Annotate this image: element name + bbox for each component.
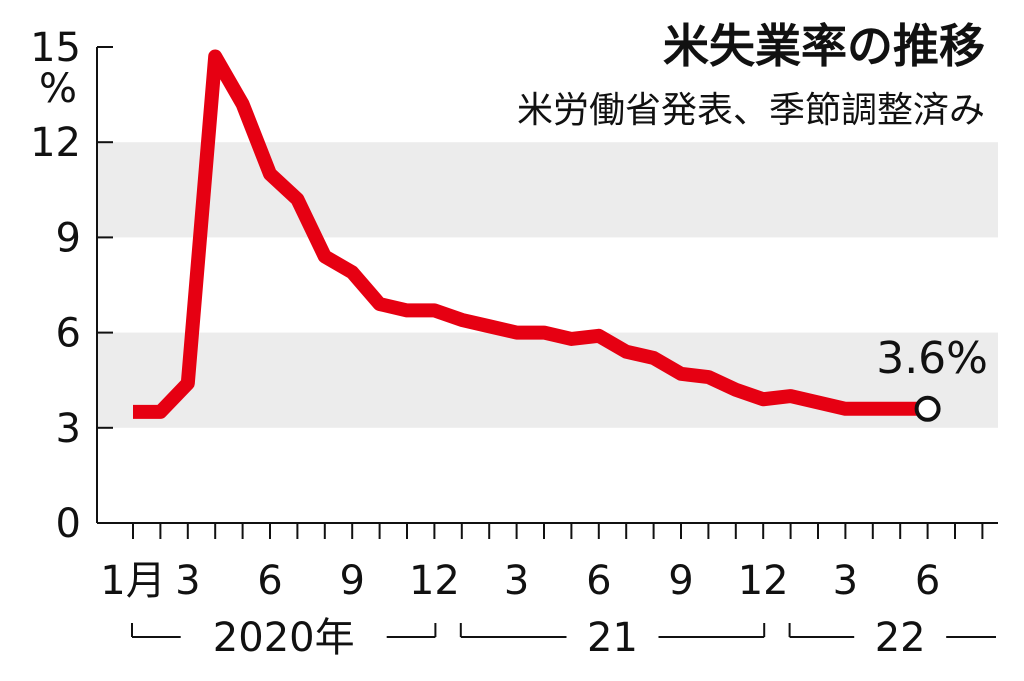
x-tick-label-17: 6 [586,558,611,604]
x-tick-label-23: 12 [738,558,789,604]
y-tick-label-6: 6 [56,311,81,357]
y-tick-label-15: 15 [30,25,81,71]
year-label-2: 22 [875,615,926,661]
x-tick-label-14: 3 [504,558,529,604]
end-point-marker [914,395,941,422]
axes [96,47,998,524]
end-value-label: 3.6% [876,333,988,384]
chart-subtitle: 米労働省発表、季節調整済み [517,90,985,131]
y-tick-label-0: 0 [56,501,81,547]
band-1 [97,142,998,238]
y-tick-label-9: 9 [56,215,81,261]
x-axis-ticks: 1月 3 6 9 12 3 6 9 12 3 6 [100,523,984,604]
background-bands [97,142,998,428]
x-tick-label-2: 3 [175,558,200,604]
x-tick-label-29: 6 [915,558,940,604]
year-label-0: 2020年 [213,615,355,661]
x-tick-label-26: 3 [833,558,858,604]
y-unit-label: % [39,66,77,112]
year-groups: 2020年 21 22 [131,615,996,661]
x-tick-label-20: 9 [668,558,693,604]
x-tick-label-5: 6 [257,558,282,604]
x-tick-label-8: 9 [339,558,364,604]
x-tick-label-11: 12 [409,558,460,604]
chart-title: 米失業率の推移 [663,19,985,73]
y-tick-label-3: 3 [56,406,81,452]
x-tick-label-0: 1月 [100,558,165,604]
series-line [133,49,917,419]
y-axis-ticks: 0 3 6 9 12 15 [30,25,113,547]
year-label-1: 21 [587,615,638,661]
y-tick-label-12: 12 [30,120,81,166]
